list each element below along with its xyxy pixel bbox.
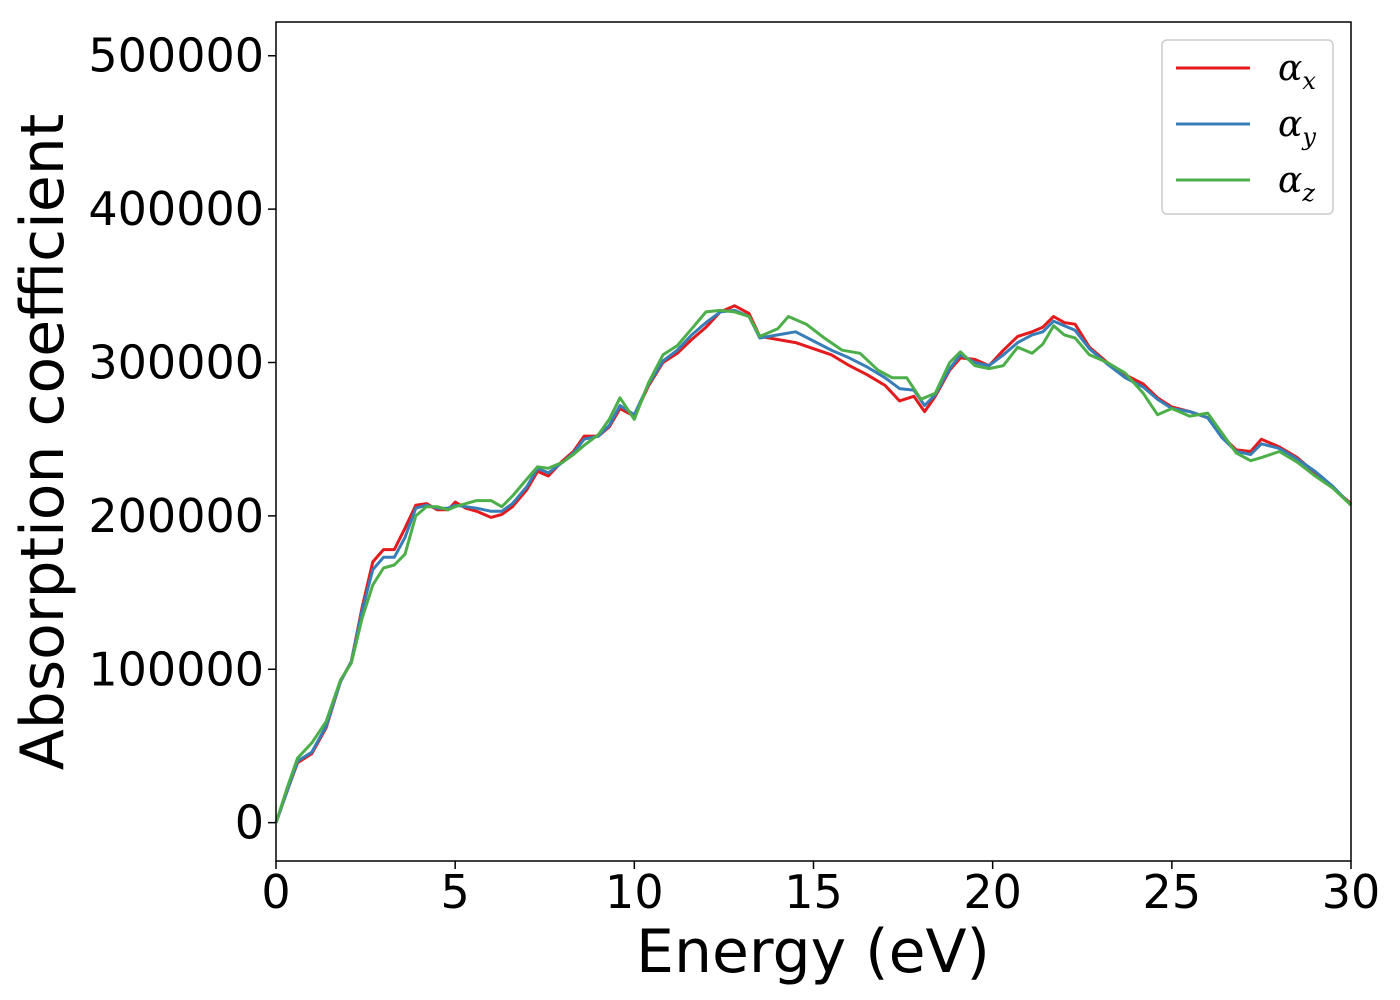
- legend-box: [1161, 39, 1334, 215]
- y-tick-label: 500000: [88, 29, 264, 83]
- legend-label-z: αz: [1278, 160, 1315, 207]
- y-tick-label: 300000: [88, 336, 264, 390]
- x-axis-label: Energy (eV): [636, 917, 990, 987]
- x-tick-label: 25: [1143, 865, 1202, 919]
- y-axis-label: Absorption coefficient: [8, 114, 78, 771]
- y-tick-label: 400000: [88, 182, 264, 236]
- x-tick-label: 30: [1322, 865, 1381, 919]
- y-tick-label: 0: [235, 796, 264, 850]
- y-tick-label: 200000: [88, 489, 264, 543]
- series-line-x: [274, 304, 1352, 824]
- x-axis-ticks: 0 5 10 15 20 25 30: [261, 861, 1380, 919]
- x-tick-label: 15: [784, 865, 843, 919]
- y-axis-ticks: 0 100000 200000 300000 400000 500000: [88, 29, 276, 850]
- x-tick-label: 5: [441, 865, 470, 919]
- x-tick-label: 10: [605, 865, 664, 919]
- series-line-y: [274, 308, 1353, 824]
- y-tick-label: 100000: [88, 642, 264, 696]
- x-tick-label: 20: [963, 865, 1022, 919]
- series-line-z: [274, 308, 1353, 824]
- series-layer: [274, 304, 1353, 824]
- x-tick-label: 0: [261, 865, 290, 919]
